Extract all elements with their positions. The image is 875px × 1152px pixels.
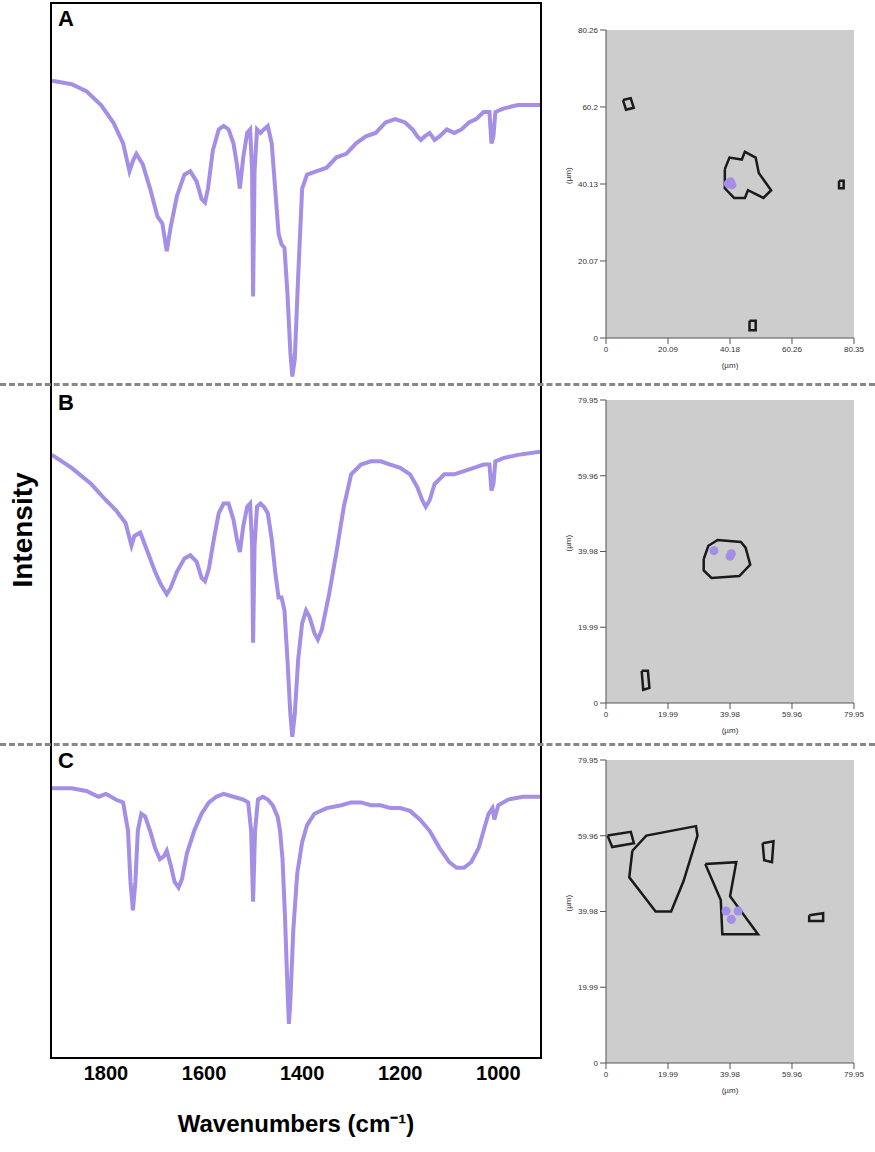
svg-text:79.95: 79.95 [578, 756, 599, 765]
svg-text:0: 0 [604, 710, 609, 719]
svg-text:80.26: 80.26 [578, 26, 599, 35]
svg-text:59.96: 59.96 [578, 472, 599, 481]
svg-text:60.2: 60.2 [582, 103, 598, 112]
svg-text:19.99: 19.99 [658, 710, 679, 719]
svg-text:(µm): (µm) [564, 535, 573, 552]
svg-text:79.95: 79.95 [844, 710, 865, 719]
svg-text:0: 0 [604, 345, 609, 354]
svg-text:1600: 1600 [182, 1062, 227, 1084]
svg-text:19.99: 19.99 [658, 1070, 679, 1079]
svg-text:40.18: 40.18 [720, 345, 741, 354]
svg-text:1400: 1400 [280, 1062, 325, 1084]
html-text:Wavenumbers (cm⁻¹): Wavenumbers (cm⁻¹) [177, 1110, 415, 1137]
svg-text:0: 0 [594, 699, 599, 708]
svg-text:39.98: 39.98 [578, 907, 599, 916]
svg-text:(µm): (µm) [564, 167, 573, 184]
svg-text:(µm): (µm) [564, 895, 573, 912]
svg-text:1800: 1800 [84, 1062, 128, 1084]
svg-text:19.99: 19.99 [578, 623, 599, 632]
svg-text:Intensity: Intensity [7, 472, 38, 588]
svg-text:80.35: 80.35 [844, 345, 865, 354]
svg-text:(µm): (µm) [722, 726, 739, 735]
svg-text:1000: 1000 [476, 1062, 520, 1084]
svg-text:39.98: 39.98 [720, 1070, 741, 1079]
html-text:B: B [58, 390, 74, 415]
svg-text:0: 0 [594, 334, 599, 343]
svg-text:59.96: 59.96 [782, 710, 803, 719]
svg-text:20.07: 20.07 [578, 257, 599, 266]
svg-text:79.95: 79.95 [578, 396, 599, 405]
html-text:C: C [58, 748, 74, 773]
svg-text:79.95: 79.95 [844, 1070, 865, 1079]
svg-text:60.26: 60.26 [782, 345, 803, 354]
svg-text:39.98: 39.98 [578, 547, 599, 556]
svg-text:20.09: 20.09 [658, 345, 679, 354]
svg-text:(µm): (µm) [722, 361, 739, 370]
svg-text:1200: 1200 [378, 1062, 423, 1084]
svg-text:0: 0 [604, 1070, 609, 1079]
svg-text:59.96: 59.96 [782, 1070, 803, 1079]
svg-text:39.98: 39.98 [720, 710, 741, 719]
svg-text:40.13: 40.13 [578, 180, 599, 189]
svg-text:19.99: 19.99 [578, 983, 599, 992]
svg-text:59.96: 59.96 [578, 832, 599, 841]
svg-text:0: 0 [594, 1059, 599, 1068]
html-text:A: A [58, 6, 74, 31]
svg-text:(µm): (µm) [722, 1086, 739, 1095]
